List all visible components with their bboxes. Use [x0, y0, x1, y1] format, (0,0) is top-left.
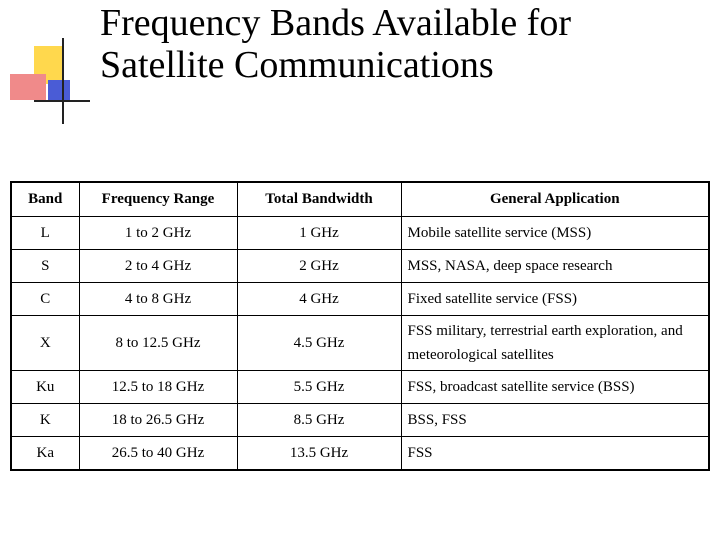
- slide-logo-icon: [8, 38, 90, 124]
- header-frequency-range: Frequency Range: [78, 181, 238, 217]
- table-row: X 8 to 12.5 GHz 4.5 GHz FSS military, te…: [10, 315, 710, 371]
- cell-band: C: [10, 282, 80, 316]
- table-row: Ka 26.5 to 40 GHz 13.5 GHz FSS: [10, 436, 710, 471]
- table-row: K 18 to 26.5 GHz 8.5 GHz BSS, FSS: [10, 403, 710, 437]
- cell-frequency-range: 18 to 26.5 GHz: [78, 403, 238, 437]
- cell-general-application: FSS military, terrestrial earth explorat…: [400, 315, 710, 371]
- cell-frequency-range: 1 to 2 GHz: [78, 216, 238, 250]
- cell-band: X: [10, 315, 80, 371]
- cell-band: S: [10, 249, 80, 283]
- logo-red-square: [10, 74, 46, 100]
- header-general-application: General Application: [400, 181, 710, 217]
- cell-band: Ku: [10, 370, 80, 404]
- cell-band: L: [10, 216, 80, 250]
- frequency-bands-table: Band Frequency Range Total Bandwidth Gen…: [10, 181, 710, 471]
- cell-band: Ka: [10, 436, 80, 471]
- table-row: L 1 to 2 GHz 1 GHz Mobile satellite serv…: [10, 216, 710, 250]
- cell-total-bandwidth: 1 GHz: [236, 216, 402, 250]
- cell-general-application: FSS, broadcast satellite service (BSS): [400, 370, 710, 404]
- cell-general-application: MSS, NASA, deep space research: [400, 249, 710, 283]
- cell-total-bandwidth: 8.5 GHz: [236, 403, 402, 437]
- cell-total-bandwidth: 4 GHz: [236, 282, 402, 316]
- slide-title: Frequency Bands Available for Satellite …: [100, 2, 710, 86]
- cell-frequency-range: 12.5 to 18 GHz: [78, 370, 238, 404]
- table-header-row: Band Frequency Range Total Bandwidth Gen…: [10, 181, 710, 217]
- cell-frequency-range: 26.5 to 40 GHz: [78, 436, 238, 471]
- table-row: Ku 12.5 to 18 GHz 5.5 GHz FSS, broadcast…: [10, 370, 710, 404]
- cell-general-application: Fixed satellite service (FSS): [400, 282, 710, 316]
- slide-title-line-2: Satellite Communications: [100, 44, 494, 86]
- logo-horizontal-line: [34, 100, 90, 102]
- cell-total-bandwidth: 5.5 GHz: [236, 370, 402, 404]
- cell-general-application: BSS, FSS: [400, 403, 710, 437]
- cell-frequency-range: 8 to 12.5 GHz: [78, 315, 238, 371]
- table-row: C 4 to 8 GHz 4 GHz Fixed satellite servi…: [10, 282, 710, 316]
- logo-vertical-line: [62, 38, 64, 124]
- slide-title-line-1: Frequency Bands Available for: [100, 2, 571, 44]
- cell-total-bandwidth: 2 GHz: [236, 249, 402, 283]
- cell-band: K: [10, 403, 80, 437]
- header-band: Band: [10, 181, 80, 217]
- cell-total-bandwidth: 13.5 GHz: [236, 436, 402, 471]
- cell-total-bandwidth: 4.5 GHz: [236, 315, 402, 371]
- cell-frequency-range: 4 to 8 GHz: [78, 282, 238, 316]
- header-total-bandwidth: Total Bandwidth: [236, 181, 402, 217]
- logo-blue-square: [48, 80, 70, 100]
- cell-general-application: Mobile satellite service (MSS): [400, 216, 710, 250]
- cell-frequency-range: 2 to 4 GHz: [78, 249, 238, 283]
- cell-general-application: FSS: [400, 436, 710, 471]
- table-row: S 2 to 4 GHz 2 GHz MSS, NASA, deep space…: [10, 249, 710, 283]
